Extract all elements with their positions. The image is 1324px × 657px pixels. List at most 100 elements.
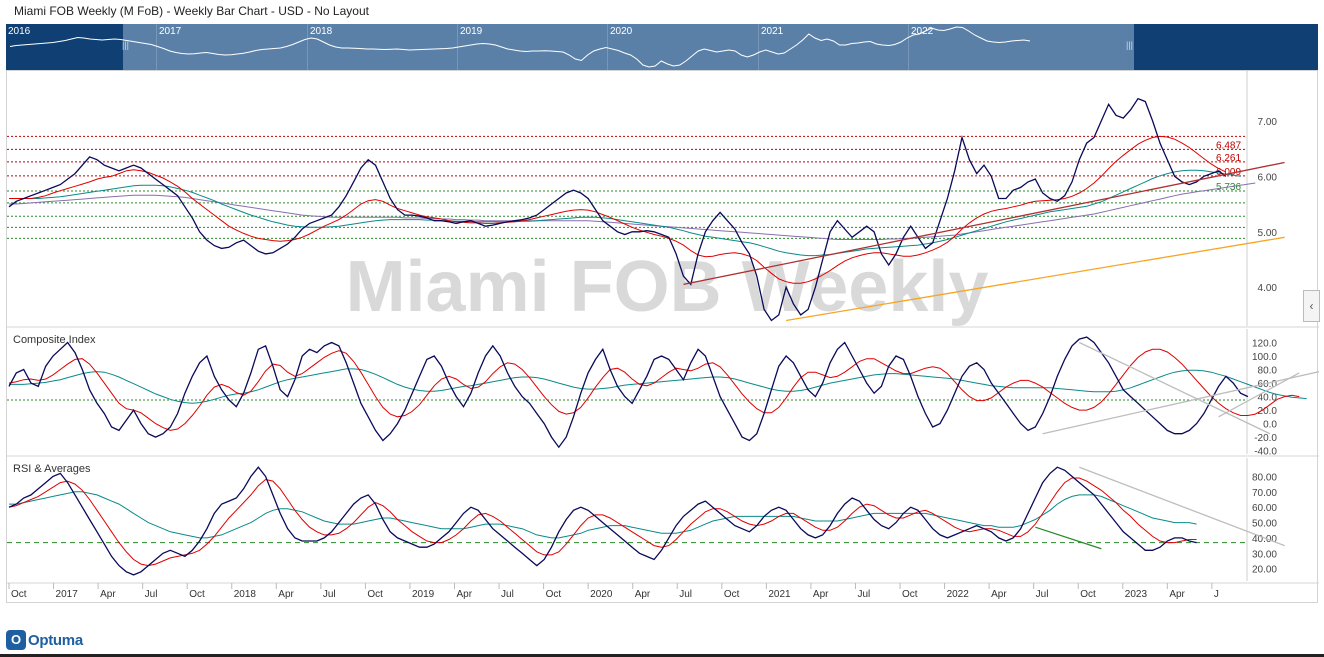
- timeline-navigator[interactable]: 2016 2017 2018 2019 2020 2021 2022 ||| |…: [6, 24, 1318, 70]
- y-tick-label: 120.0: [1252, 339, 1277, 350]
- y-tick-label: 80.00: [1252, 472, 1277, 483]
- y-tick-label: -40.0: [1254, 447, 1277, 458]
- navigator-year-label: 2019: [460, 26, 483, 37]
- x-tick-label: Oct: [724, 589, 740, 600]
- x-tick-label: Oct: [546, 589, 562, 600]
- level-label: 6.009: [1216, 167, 1241, 178]
- chart-frame: Miami FOB Weekly 4.00 5.00 6.00 7.00 6.487 6.2…: [6, 70, 1319, 604]
- navigator-window[interactable]: [123, 24, 1134, 70]
- optuma-logo-text: Optuma: [28, 631, 83, 649]
- series-line-main: [8, 466, 1197, 576]
- y-tick-label: 60.0: [1258, 379, 1278, 390]
- panel-title: RSI & Averages: [13, 463, 91, 475]
- bottom-border: [0, 654, 1324, 657]
- y-tick-label: -20.0: [1254, 433, 1277, 444]
- y-tick-label: 40.0: [1258, 393, 1278, 404]
- trendline: [1218, 372, 1300, 418]
- x-tick-label: Apr: [457, 589, 473, 600]
- y-tick-label: 70.00: [1252, 488, 1277, 499]
- navigator-year-tick: [607, 24, 608, 70]
- navigator-left-handle[interactable]: |||: [122, 40, 130, 50]
- navigator-year-label: 2018: [310, 26, 333, 37]
- level-label: 6.487: [1216, 140, 1241, 151]
- trendline: [1079, 466, 1285, 547]
- navigator-year-label: 2020: [610, 26, 633, 37]
- y-tick-label: 4.00: [1258, 283, 1278, 294]
- navigator-price-line: [9, 26, 1031, 68]
- series-line-average: [9, 182, 1256, 240]
- navigator-year-tick: [156, 24, 157, 70]
- navigator-year-label: 2022: [911, 26, 934, 37]
- x-tick-label: 2018: [234, 589, 257, 600]
- trendline: [1035, 526, 1102, 550]
- series-line-main: [8, 336, 1249, 449]
- x-tick-label: 2020: [590, 589, 613, 600]
- series-line-average: [9, 491, 1197, 539]
- chart-canvas[interactable]: Miami FOB Weekly 4.00 5.00 6.00 7.00 6.487 6.2…: [7, 71, 1319, 604]
- x-tick-label: Jul: [857, 589, 870, 600]
- navigator-year-tick: [758, 24, 759, 70]
- trendline: [1079, 341, 1271, 435]
- x-tick-label: Jul: [145, 589, 158, 600]
- level-label: 6.261: [1216, 153, 1241, 164]
- x-tick-label: 2022: [947, 589, 970, 600]
- x-tick-label: 2021: [768, 589, 791, 600]
- x-tick-label: Apr: [813, 589, 829, 600]
- x-tick-label: Jul: [501, 589, 514, 600]
- y-tick-label: 100.0: [1252, 352, 1277, 363]
- y-tick-label: 40.00: [1252, 534, 1277, 545]
- series-line-average: [9, 135, 1227, 284]
- y-tick-label: 20.0: [1258, 406, 1278, 417]
- x-axis: Oct 2017 Apr Jul Oct 2018 Apr Jul Oct 2019 Apr Jul O…: [7, 582, 1319, 600]
- navigator-year-tick: [908, 24, 909, 70]
- panel-title: Composite Index: [13, 334, 96, 346]
- y-tick-label: 80.0: [1258, 366, 1278, 377]
- panel-composite: Composite Index -40.0 -20.0 0.0 20.0 40.0 60.0…: [7, 326, 1319, 458]
- x-tick-label: Oct: [189, 589, 205, 600]
- series-line-average: [8, 477, 1197, 567]
- chevron-left-icon[interactable]: ‹: [1303, 290, 1320, 322]
- x-tick-label: Apr: [991, 589, 1007, 600]
- x-tick-label: Jul: [679, 589, 692, 600]
- x-tick-label: 2019: [412, 589, 435, 600]
- panel-rsi: RSI & Averages 20.00 30.00 40.00 50.00 60.00 7…: [7, 455, 1319, 581]
- optuma-logo: O Optuma: [6, 629, 83, 651]
- chart-title: Miami FOB Weekly (M FoB) - Weekly Bar Ch…: [14, 4, 369, 18]
- x-tick-label: Oct: [1080, 589, 1096, 600]
- y-tick-label: 7.00: [1258, 117, 1278, 128]
- optuma-logo-icon: O: [6, 630, 26, 650]
- x-tick-label: 2023: [1125, 589, 1148, 600]
- x-tick-label: Jul: [1036, 589, 1049, 600]
- series-line-average: [9, 169, 1241, 257]
- y-tick-label: 50.00: [1252, 519, 1277, 530]
- x-tick-label: Apr: [635, 589, 651, 600]
- trendline: [1042, 371, 1319, 435]
- y-tick-label: 0.0: [1263, 420, 1277, 431]
- trendline: [683, 161, 1285, 286]
- navigator-right-handle[interactable]: |||: [1126, 40, 1134, 50]
- x-tick-label: Jul: [323, 589, 336, 600]
- navigator-series: [9, 26, 1031, 68]
- x-tick-label: Apr: [1169, 589, 1185, 600]
- watermark-text: Miami FOB Weekly: [346, 247, 989, 327]
- y-tick-label: 30.00: [1252, 549, 1277, 560]
- series-line-average: [8, 348, 1300, 431]
- x-tick-label: Oct: [902, 589, 918, 600]
- trendline: [785, 236, 1285, 322]
- x-tick-label: Oct: [367, 589, 383, 600]
- y-tick-label: 6.00: [1258, 172, 1278, 183]
- x-tick-label: 2017: [56, 589, 79, 600]
- y-tick-label: 5.00: [1258, 228, 1278, 239]
- y-tick-label: 20.00: [1252, 565, 1277, 576]
- navigator-year-label: 2021: [761, 26, 784, 37]
- navigator-year-label: 2016: [8, 26, 31, 37]
- series-line-main: [8, 97, 1227, 322]
- navigator-year-tick: [307, 24, 308, 70]
- x-tick-label: Apr: [278, 589, 294, 600]
- series-line-average: [9, 368, 1307, 404]
- x-tick-label: J: [1214, 589, 1219, 600]
- y-tick-label: 60.00: [1252, 503, 1277, 514]
- x-tick-label: Apr: [100, 589, 116, 600]
- navigator-year-label: 2017: [159, 26, 182, 37]
